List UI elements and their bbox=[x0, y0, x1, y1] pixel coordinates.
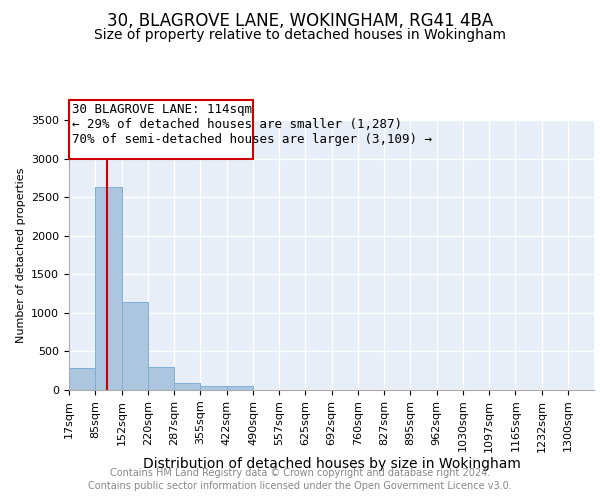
Bar bbox=[148, 367, 174, 390]
Y-axis label: Number of detached properties: Number of detached properties bbox=[16, 168, 26, 342]
Text: Contains HM Land Registry data © Crown copyright and database right 2024.: Contains HM Land Registry data © Crown c… bbox=[110, 468, 490, 477]
Text: 30 BLAGROVE LANE: 114sqm
← 29% of detached houses are smaller (1,287)
70% of sem: 30 BLAGROVE LANE: 114sqm ← 29% of detach… bbox=[72, 102, 432, 146]
Bar bbox=[95, 187, 121, 390]
X-axis label: Distribution of detached houses by size in Wokingham: Distribution of detached houses by size … bbox=[143, 458, 520, 471]
Bar bbox=[227, 386, 253, 390]
Bar bbox=[174, 383, 200, 390]
Bar bbox=[200, 386, 227, 390]
Text: Size of property relative to detached houses in Wokingham: Size of property relative to detached ho… bbox=[94, 28, 506, 42]
Bar bbox=[69, 368, 95, 390]
Bar bbox=[121, 302, 148, 390]
Text: 30, BLAGROVE LANE, WOKINGHAM, RG41 4BA: 30, BLAGROVE LANE, WOKINGHAM, RG41 4BA bbox=[107, 12, 493, 30]
Text: Contains public sector information licensed under the Open Government Licence v3: Contains public sector information licen… bbox=[88, 481, 512, 491]
